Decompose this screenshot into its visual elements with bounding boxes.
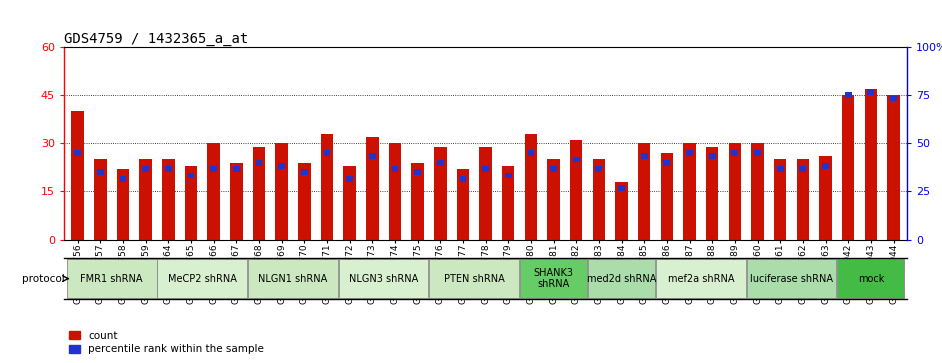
Bar [732, 150, 739, 156]
Text: FMR1 shRNA: FMR1 shRNA [80, 274, 143, 284]
Text: MeCP2 shRNA: MeCP2 shRNA [168, 274, 236, 284]
Text: PTEN shRNA: PTEN shRNA [444, 274, 505, 284]
Bar [344, 166, 356, 240]
Bar [528, 150, 534, 156]
Bar [255, 160, 263, 166]
Bar [233, 166, 239, 172]
Bar [389, 143, 401, 240]
Bar [752, 143, 764, 240]
Bar [275, 143, 288, 240]
Bar [641, 153, 648, 159]
Bar [300, 170, 308, 175]
Bar [747, 260, 836, 298]
Bar [97, 170, 104, 175]
Bar [663, 160, 671, 166]
Bar [339, 260, 429, 298]
Text: NLGN1 shRNA: NLGN1 shRNA [258, 274, 328, 284]
Bar [94, 159, 106, 240]
Bar [755, 150, 761, 156]
Text: protocol: protocol [22, 274, 64, 284]
Bar [797, 159, 809, 240]
Bar [502, 166, 514, 240]
Bar [252, 147, 266, 240]
Bar [890, 95, 897, 101]
Bar [683, 143, 696, 240]
Bar [165, 166, 171, 172]
Bar [482, 166, 489, 172]
Bar [248, 260, 338, 298]
Text: med2d shRNA: med2d shRNA [587, 274, 657, 284]
Bar [369, 153, 376, 159]
Bar [162, 159, 174, 240]
Bar [550, 166, 557, 172]
Bar [120, 176, 126, 182]
Bar [72, 111, 84, 240]
Bar [708, 153, 716, 159]
Bar [822, 163, 829, 169]
Bar [660, 153, 674, 240]
Bar [74, 150, 81, 156]
Bar [573, 156, 579, 162]
Bar [837, 260, 904, 298]
Bar [656, 260, 746, 298]
Text: mock: mock [858, 274, 885, 284]
Text: SHANK3
shRNA: SHANK3 shRNA [533, 268, 574, 289]
Bar [595, 166, 602, 172]
Legend: count, percentile rank within the sample: count, percentile rank within the sample [70, 331, 264, 354]
Bar [430, 260, 519, 298]
Bar [67, 260, 156, 298]
Bar [505, 172, 512, 178]
Bar [729, 143, 741, 240]
Bar [842, 95, 854, 240]
Bar [142, 166, 149, 172]
Bar [320, 134, 333, 240]
Text: GDS4759 / 1432365_a_at: GDS4759 / 1432365_a_at [64, 32, 249, 46]
Bar [298, 163, 311, 240]
Bar [638, 143, 651, 240]
Bar [570, 140, 582, 240]
Bar [457, 169, 469, 240]
Bar [593, 159, 605, 240]
Bar [615, 182, 627, 240]
Bar [868, 89, 874, 95]
Bar [412, 163, 424, 240]
Bar [414, 170, 421, 175]
Bar [210, 166, 217, 172]
Bar [366, 137, 379, 240]
Text: luciferase shRNA: luciferase shRNA [750, 274, 833, 284]
Bar [278, 163, 285, 169]
Bar [618, 185, 625, 191]
Bar [230, 163, 242, 240]
Bar [479, 147, 492, 240]
Bar [845, 93, 852, 98]
Bar [437, 160, 444, 166]
Bar [520, 260, 587, 298]
Bar [347, 176, 353, 182]
Bar [686, 150, 693, 156]
Bar [157, 260, 247, 298]
Bar [185, 166, 197, 240]
Bar [323, 150, 331, 156]
Text: mef2a shRNA: mef2a shRNA [668, 274, 734, 284]
Bar [117, 169, 129, 240]
Bar [706, 147, 719, 240]
Text: NLGN3 shRNA: NLGN3 shRNA [349, 274, 418, 284]
Bar [588, 260, 655, 298]
Bar [777, 166, 784, 172]
Bar [547, 159, 560, 240]
Bar [865, 89, 877, 240]
Bar [207, 143, 219, 240]
Bar [187, 172, 194, 178]
Bar [774, 159, 787, 240]
Bar [392, 166, 398, 172]
Bar [887, 95, 900, 240]
Bar [434, 147, 447, 240]
Bar [525, 134, 537, 240]
Bar [460, 176, 466, 182]
Bar [820, 156, 832, 240]
Bar [139, 159, 152, 240]
Bar [800, 166, 806, 172]
